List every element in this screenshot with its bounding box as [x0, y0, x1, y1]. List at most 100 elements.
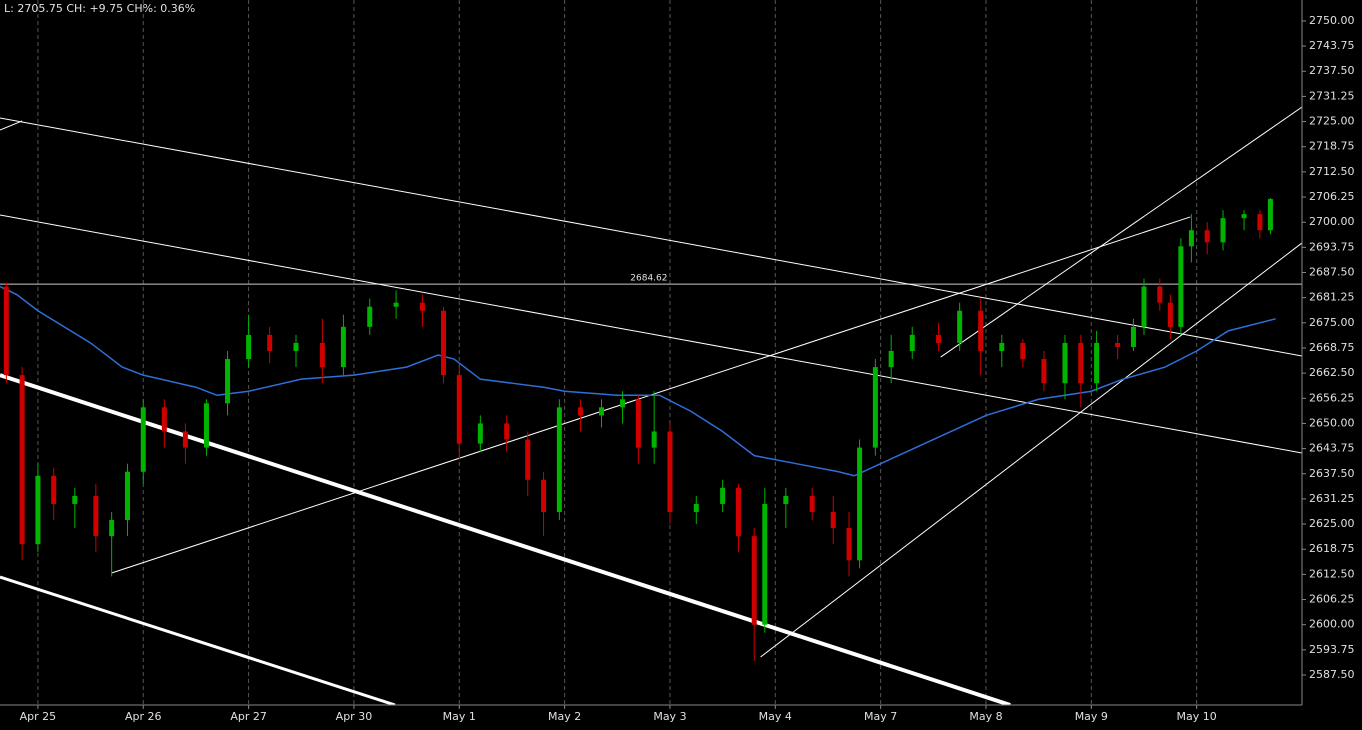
y-tick-label: 2593.75: [1309, 643, 1355, 656]
candle-body: [1204, 230, 1210, 243]
candle-body: [1141, 286, 1147, 327]
y-tick-label: 2618.75: [1309, 542, 1355, 555]
trendline: [940, 106, 1302, 358]
y-tick-label: 2668.75: [1309, 341, 1355, 354]
candle-body: [1020, 342, 1026, 360]
y-tick-label: 2612.50: [1309, 567, 1355, 580]
candle-body: [419, 302, 425, 311]
candle-body: [999, 342, 1005, 351]
plot-area: 2684.62: [0, 106, 1302, 705]
candle-body: [857, 447, 863, 561]
candle-body: [93, 495, 99, 537]
candle-body: [109, 520, 115, 537]
candle-body: [1257, 214, 1263, 231]
y-tick-label: 2731.25: [1309, 89, 1355, 102]
candle-body: [651, 431, 657, 448]
candle-body: [1267, 199, 1273, 231]
candle-body: [124, 471, 130, 521]
trendline: [0, 214, 1302, 454]
candle-body: [598, 407, 604, 416]
x-tick-label: May 3: [653, 710, 686, 723]
candle-body: [3, 286, 9, 376]
x-tick-label: Apr 27: [230, 710, 267, 723]
candle-body: [872, 367, 878, 448]
candle-body: [203, 403, 209, 448]
candle-body: [182, 431, 188, 448]
candle-body: [936, 334, 942, 343]
x-tick-label: May 9: [1075, 710, 1108, 723]
y-tick-label: 2743.75: [1309, 39, 1355, 52]
x-tick-label: Apr 30: [336, 710, 373, 723]
candle-body: [909, 334, 915, 351]
y-tick-label: 2712.50: [1309, 165, 1355, 178]
y-tick-label: 2750.00: [1309, 14, 1355, 27]
y-tick-label: 2693.75: [1309, 240, 1355, 253]
candle-body: [809, 495, 815, 512]
level-label: 2684.62: [630, 274, 667, 284]
trendline: [0, 120, 23, 131]
y-tick-label: 2643.75: [1309, 442, 1355, 455]
candle-body: [267, 334, 273, 351]
candle-body: [246, 334, 252, 360]
candle-body: [477, 423, 483, 444]
trendline: [0, 575, 396, 705]
candle-body: [1062, 342, 1068, 384]
x-tick-label: Apr 25: [20, 710, 57, 723]
candle-body: [556, 407, 562, 512]
price-header: L: 2705.75 CH: +9.75 CH%: 0.36%: [4, 2, 195, 15]
candle-body: [319, 342, 325, 368]
y-tick-label: 2587.50: [1309, 668, 1355, 681]
y-tick-label: 2675.00: [1309, 316, 1355, 329]
candle-body: [751, 536, 757, 625]
x-tick-label: May 4: [759, 710, 792, 723]
candle-body: [19, 375, 25, 545]
candle-body: [1178, 246, 1184, 327]
y-tick-label: 2625.00: [1309, 517, 1355, 530]
y-tick-label: 2662.50: [1309, 366, 1355, 379]
y-tick-label: 2687.50: [1309, 266, 1355, 279]
candle-body: [1220, 218, 1226, 243]
candle-body: [1130, 326, 1136, 347]
y-tick-label: 2606.25: [1309, 593, 1355, 606]
y-tick-label: 2650.00: [1309, 416, 1355, 429]
candle-body: [525, 439, 531, 480]
x-tick-label: May 2: [548, 710, 581, 723]
candle-body: [541, 479, 547, 512]
candle-body: [440, 310, 446, 376]
y-tick-label: 2681.25: [1309, 291, 1355, 304]
candle-body: [978, 310, 984, 351]
y-tick-label: 2706.25: [1309, 190, 1355, 203]
candle-body: [367, 306, 373, 327]
candle-body: [1157, 286, 1163, 303]
candle-body: [393, 302, 399, 307]
y-tick-label: 2637.50: [1309, 467, 1355, 480]
trendline: [760, 242, 1302, 658]
candle-body: [1188, 230, 1194, 247]
y-tick-label: 2737.50: [1309, 64, 1355, 77]
candle-body: [504, 423, 510, 440]
y-tick-label: 2718.75: [1309, 140, 1355, 153]
candle-body: [735, 487, 741, 537]
candle-body: [830, 511, 836, 529]
candle-body: [635, 399, 641, 448]
x-tick-label: May 10: [1177, 710, 1217, 723]
candle-body: [340, 326, 346, 368]
y-tick-label: 2700.00: [1309, 215, 1355, 228]
candle-body: [620, 399, 626, 408]
y-tick-label: 2631.25: [1309, 492, 1355, 505]
candle-body: [888, 350, 894, 368]
x-tick-label: May 8: [969, 710, 1002, 723]
candle-body: [667, 431, 673, 512]
candle-body: [1167, 302, 1173, 327]
candle-body: [1115, 342, 1121, 347]
candle-body: [456, 375, 462, 444]
candle-body: [1094, 342, 1100, 384]
candle-body: [225, 359, 231, 404]
y-tick-label: 2600.00: [1309, 618, 1355, 631]
candle-body: [140, 407, 146, 472]
candle-body: [1241, 214, 1247, 219]
candle-body: [783, 495, 789, 504]
x-tick-label: May 1: [443, 710, 476, 723]
